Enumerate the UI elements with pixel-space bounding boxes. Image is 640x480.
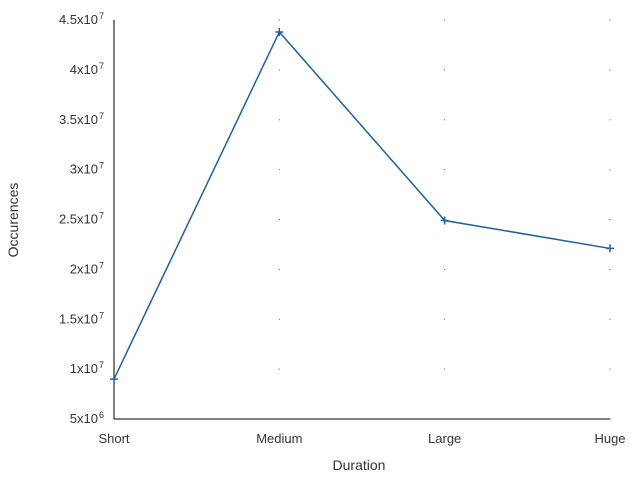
grid-dot xyxy=(444,69,446,71)
y-tick-exponent: 7 xyxy=(99,360,104,370)
data-point-marker xyxy=(606,244,614,253)
y-tick-exponent: 7 xyxy=(99,61,104,71)
grid-dot xyxy=(609,119,611,121)
grid-dot xyxy=(609,318,611,320)
y-tick-exponent: 7 xyxy=(99,260,104,270)
y-tick-exponent: 7 xyxy=(99,161,104,171)
grid-dot xyxy=(278,219,280,220)
data-point-marker xyxy=(110,375,118,384)
y-tick-exponent: 6 xyxy=(99,410,104,420)
grid-dot xyxy=(609,169,611,171)
y-tick-mantissa: 1.5x10 xyxy=(59,311,98,326)
y-tick-label: 74.5x10 xyxy=(59,11,104,27)
y-tick-mantissa: 4.5x10 xyxy=(59,12,98,27)
x-axis-ticks: Short Medium Large Huge xyxy=(98,431,625,446)
y-tick-exponent: 7 xyxy=(99,310,104,320)
grid-dot xyxy=(609,69,611,71)
x-tick-label: Short xyxy=(98,431,129,446)
y-tick-mantissa: 3.5x10 xyxy=(59,112,98,127)
grid-dot xyxy=(278,368,280,370)
y-tick-exponent: 7 xyxy=(99,111,104,121)
grid-dot xyxy=(444,268,446,270)
grid-dot xyxy=(278,318,280,320)
grid-dot xyxy=(444,19,446,21)
series-group xyxy=(110,27,614,384)
y-tick-exponent: 7 xyxy=(99,211,104,221)
y-axis-ticks: 65x1071x1071.5x1072x1072.5x1073x1073.5x1… xyxy=(59,11,104,426)
x-tick-label: Huge xyxy=(594,431,625,446)
data-point-marker xyxy=(440,216,449,225)
grid-dot xyxy=(278,69,280,71)
y-tick-exponent: 7 xyxy=(99,11,104,21)
grid-dot xyxy=(609,368,611,370)
grid-dot xyxy=(278,268,280,270)
x-tick-label: Large xyxy=(428,431,461,446)
y-tick-label: 73.5x10 xyxy=(59,111,104,127)
grid-dot xyxy=(278,169,280,171)
grid-dot xyxy=(609,268,611,270)
y-tick-label: 71.5x10 xyxy=(59,310,104,326)
grid-dot xyxy=(444,318,446,320)
grid-dot xyxy=(609,219,611,220)
data-point-marker xyxy=(275,27,284,36)
y-tick-mantissa: 2.5x10 xyxy=(59,212,98,227)
y-axis-title: Occurences xyxy=(5,183,21,258)
grid-dot xyxy=(444,368,446,370)
y-tick-label: 72.5x10 xyxy=(59,211,104,227)
grid-dot xyxy=(278,119,280,121)
y-tick-mantissa: 4x10 xyxy=(70,62,98,77)
grid-dot xyxy=(609,19,611,21)
grid-dot xyxy=(278,19,280,21)
axes xyxy=(113,20,610,420)
y-tick-mantissa: 1x10 xyxy=(70,361,98,376)
x-tick-label: Medium xyxy=(256,431,302,446)
y-tick-mantissa: 5x10 xyxy=(70,411,98,426)
x-axis-title: Duration xyxy=(333,457,386,473)
grid-dot xyxy=(444,119,446,121)
y-tick-mantissa: 3x10 xyxy=(70,162,98,177)
series-line xyxy=(113,30,611,380)
y-tick-mantissa: 2x10 xyxy=(70,261,98,276)
grid-dot xyxy=(444,169,446,171)
